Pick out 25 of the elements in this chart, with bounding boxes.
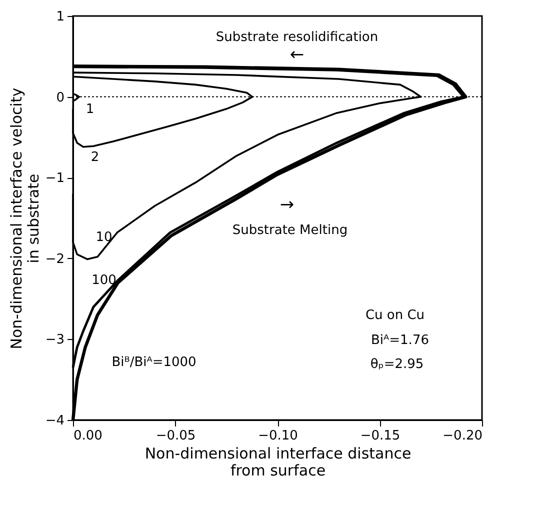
annotation: Substrate Melting (232, 223, 348, 238)
y-tick-label: −2 (45, 252, 64, 267)
y-tick-label: −4 (45, 414, 64, 428)
annotation: Biᴬ=1.76 (371, 333, 429, 348)
annotation: ← (290, 45, 304, 65)
x-tick-label: −0.10 (258, 428, 298, 444)
x-tick-label: −0.20 (442, 428, 482, 444)
annotation: Substrate resolidification (216, 30, 378, 45)
y-tick-label: −1 (45, 171, 64, 186)
annotation: 10 (96, 230, 112, 245)
x-axis-title: Non-dimensional interface distance from surface (144, 444, 412, 480)
annotation: Biᴮ/Biᴬ=1000 (112, 355, 196, 370)
y-tick-label: 0 (56, 90, 64, 106)
y-tick-label: 1 (56, 10, 64, 24)
annotation: 100 (92, 273, 116, 288)
y-axis-title: Non-dimensional interface velocity in substrate (7, 88, 42, 350)
annotation: Cu on Cu (365, 308, 425, 323)
x-tick-label: −0.05 (156, 428, 196, 444)
annotation: 2 (90, 150, 100, 165)
y-tick-label: −3 (45, 332, 64, 348)
x-tick-label: −0.15 (360, 428, 400, 444)
annotation: θₚ=2.95 (370, 357, 424, 372)
annotation: 1 (86, 102, 94, 117)
annotation: → (280, 195, 294, 215)
x-tick-label: 0.00 (74, 428, 102, 444)
